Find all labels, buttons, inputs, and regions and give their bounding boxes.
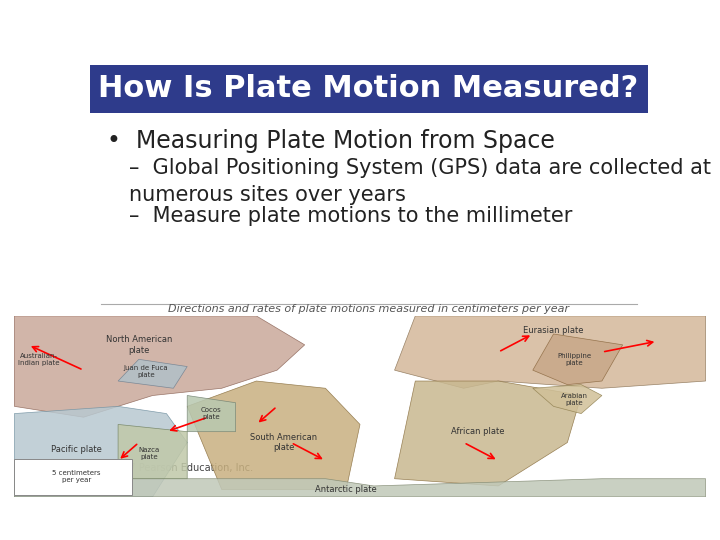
Text: –  Measure plate motions to the millimeter: – Measure plate motions to the millimete… <box>129 206 572 226</box>
Polygon shape <box>395 316 706 388</box>
Text: Arabian
plate: Arabian plate <box>561 393 588 406</box>
Text: 5 centimeters
per year: 5 centimeters per year <box>53 470 101 483</box>
Text: African plate: African plate <box>451 427 504 436</box>
Text: –  Global Positioning System (GPS) data are collected at
numerous sites over yea: – Global Positioning System (GPS) data a… <box>129 158 711 205</box>
Text: Antarctic plate: Antarctic plate <box>315 485 377 494</box>
Polygon shape <box>187 395 235 431</box>
Text: Juan de Fuca
plate: Juan de Fuca plate <box>123 366 168 379</box>
FancyBboxPatch shape <box>14 459 132 495</box>
Polygon shape <box>14 316 305 417</box>
FancyBboxPatch shape <box>90 65 648 113</box>
Polygon shape <box>14 406 187 497</box>
Text: •  Measuring Plate Motion from Space: • Measuring Plate Motion from Space <box>107 129 554 153</box>
Polygon shape <box>118 424 187 478</box>
Polygon shape <box>14 478 706 497</box>
Text: South American
plate: South American plate <box>251 433 318 452</box>
Text: © 2017 Pearson Education, Inc.: © 2017 Pearson Education, Inc. <box>99 463 253 473</box>
Polygon shape <box>118 359 187 388</box>
Polygon shape <box>395 381 581 486</box>
Text: How Is Plate Motion Measured?: How Is Plate Motion Measured? <box>99 74 639 103</box>
Text: Philippine
plate: Philippine plate <box>557 353 591 366</box>
Text: Australian-
Indian plate: Australian- Indian plate <box>18 353 59 366</box>
Text: North American
plate: North American plate <box>106 335 172 355</box>
Text: Eurasian plate: Eurasian plate <box>523 326 584 335</box>
Text: Directions and rates of plate motions measured in centimeters per year: Directions and rates of plate motions me… <box>168 304 570 314</box>
Text: Pacific plate: Pacific plate <box>51 446 102 454</box>
Polygon shape <box>533 334 623 384</box>
Polygon shape <box>187 381 360 490</box>
Polygon shape <box>533 384 602 414</box>
Text: Nazca
plate: Nazca plate <box>138 447 160 460</box>
Text: Cocos
plate: Cocos plate <box>201 407 222 420</box>
